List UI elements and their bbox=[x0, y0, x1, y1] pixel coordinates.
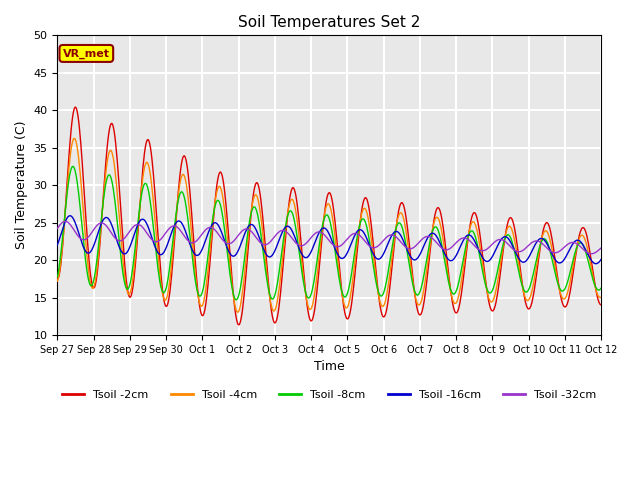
X-axis label: Time: Time bbox=[314, 360, 345, 373]
Legend: Tsoil -2cm, Tsoil -4cm, Tsoil -8cm, Tsoil -16cm, Tsoil -32cm: Tsoil -2cm, Tsoil -4cm, Tsoil -8cm, Tsoi… bbox=[58, 385, 601, 404]
Title: Soil Temperatures Set 2: Soil Temperatures Set 2 bbox=[238, 15, 420, 30]
Text: VR_met: VR_met bbox=[63, 48, 110, 59]
Y-axis label: Soil Temperature (C): Soil Temperature (C) bbox=[15, 121, 28, 250]
